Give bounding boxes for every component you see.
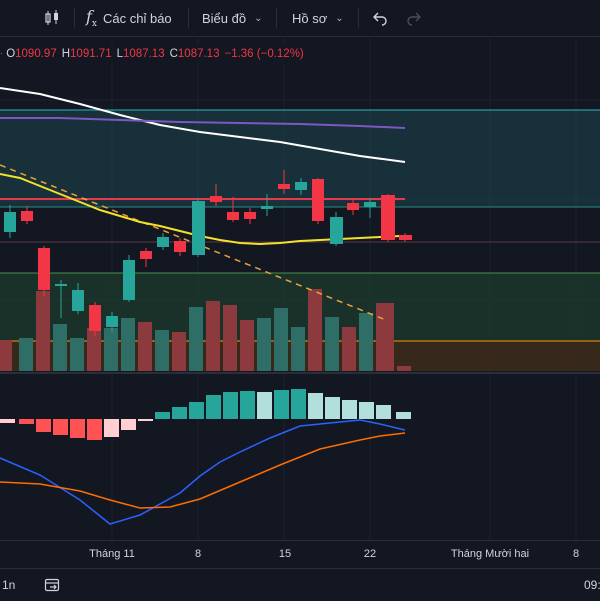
time-label: 09: bbox=[584, 578, 600, 592]
chevron-down-icon: ⌄ bbox=[254, 12, 263, 24]
toolbar-separator bbox=[74, 8, 75, 28]
high-value: 1091.71 bbox=[70, 48, 112, 60]
chart-menu-button[interactable]: Biểu đồ ⌄ bbox=[202, 0, 262, 36]
redo-icon bbox=[407, 12, 421, 26]
close-value: 1087.13 bbox=[177, 48, 220, 60]
toolbar-separator bbox=[188, 8, 189, 28]
x-tick-label: 8 bbox=[194, 548, 202, 560]
volume-bars bbox=[0, 289, 411, 371]
legend-dot-icon: ⋅ bbox=[0, 48, 4, 60]
macd-histogram bbox=[0, 389, 411, 440]
x-tick-label: Tháng Mười hai bbox=[450, 548, 530, 560]
x-tick-label: 15 bbox=[278, 548, 292, 560]
interval-button[interactable]: 1n bbox=[2, 569, 15, 601]
clock-display[interactable]: 09: bbox=[584, 569, 600, 601]
x-tick-label: Tháng 11 bbox=[89, 548, 135, 560]
x-tick-label: 8 bbox=[572, 548, 580, 560]
ohlc-legend: ⋅ O 1090.97 H 1091.71 L 1087.13 C 1087.1… bbox=[0, 44, 310, 64]
close-label: C bbox=[169, 48, 178, 60]
top-toolbar: fx Các chỉ báo Biểu đồ ⌄ Hồ sơ ⌄ bbox=[0, 0, 600, 37]
chart-label: Biểu đồ bbox=[202, 10, 247, 26]
date-range-button[interactable] bbox=[44, 569, 62, 601]
ma-slow-line bbox=[0, 87, 406, 163]
candlestick-icon bbox=[45, 10, 58, 25]
zone-upper bbox=[0, 110, 600, 207]
change-value: −1.36 (−0.12%) bbox=[224, 48, 304, 60]
macd-line bbox=[0, 419, 406, 525]
toolbar-separator bbox=[276, 8, 277, 28]
candles bbox=[4, 170, 412, 336]
function-icon: fx bbox=[86, 6, 97, 30]
toolbar-separator bbox=[358, 8, 359, 28]
profile-menu-button[interactable]: Hồ sơ ⌄ bbox=[292, 0, 344, 36]
bar-style-button[interactable] bbox=[40, 0, 64, 36]
ma-fast-line bbox=[0, 173, 411, 246]
chevron-down-icon: ⌄ bbox=[335, 12, 344, 24]
trend-line bbox=[0, 164, 387, 321]
low-label: L bbox=[116, 48, 124, 60]
open-label: O bbox=[6, 48, 16, 60]
bottom-toolbar: 1n 09: bbox=[0, 568, 600, 601]
indicators-button[interactable]: fx Các chỉ báo bbox=[86, 0, 172, 36]
undo-button[interactable] bbox=[372, 0, 388, 36]
chart-canvas[interactable] bbox=[0, 36, 600, 540]
undo-icon bbox=[373, 12, 387, 26]
time-axis[interactable]: Tháng 11 8 15 22 Tháng Mười hai 8 bbox=[0, 540, 600, 569]
redo-button[interactable] bbox=[406, 0, 422, 36]
high-label: H bbox=[61, 48, 71, 60]
calendar-goto-icon bbox=[44, 578, 60, 592]
signal-line bbox=[0, 432, 406, 509]
x-tick-label: 22 bbox=[363, 548, 377, 560]
low-value: 1087.13 bbox=[123, 48, 165, 60]
ma-long-line bbox=[0, 117, 406, 129]
open-value: 1090.97 bbox=[15, 48, 57, 60]
indicators-label: Các chỉ báo bbox=[103, 10, 172, 26]
interval-label: 1n bbox=[2, 578, 16, 592]
profile-label: Hồ sơ bbox=[292, 10, 328, 26]
